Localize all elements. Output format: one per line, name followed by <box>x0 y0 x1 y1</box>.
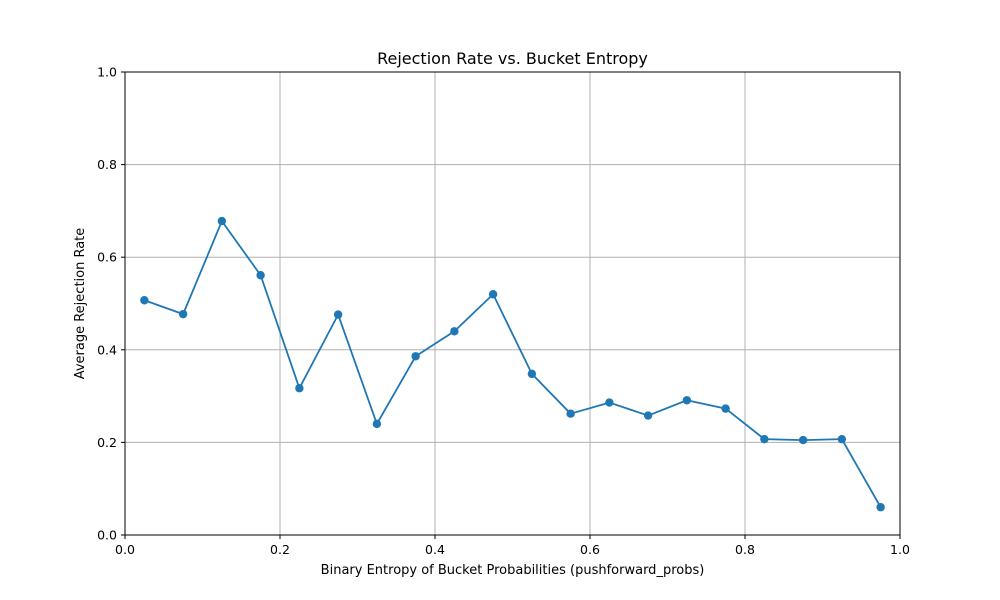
data-point <box>837 434 847 444</box>
data-point <box>256 271 265 280</box>
data-point <box>605 398 614 407</box>
data-point <box>372 419 382 429</box>
data-point <box>217 216 227 226</box>
data-point <box>682 396 692 405</box>
data-point <box>140 296 149 305</box>
data-point <box>450 327 459 336</box>
series-layer <box>140 216 885 512</box>
x-tick-label: 1.0 <box>890 542 910 557</box>
data-point <box>760 434 769 444</box>
data-point <box>488 290 498 299</box>
y-axis-label: Average Rejection Rate <box>73 228 88 380</box>
x-tick-label: 0.0 <box>115 542 135 557</box>
x-tick-label: 0.2 <box>270 542 290 557</box>
data-point <box>178 309 188 319</box>
x-axis-label: Binary Entropy of Bucket Probabilities (… <box>321 563 705 578</box>
data-point <box>411 352 420 361</box>
ticks: 0.0 0.2 0.4 0.6 0.8 1.0 0.0 0.2 0.4 0.6 0.8 1.0 <box>97 65 910 558</box>
y-tick-label: 0.8 <box>97 157 117 172</box>
y-tick-label: 0.0 <box>97 528 117 543</box>
data-point <box>295 384 304 393</box>
data-point <box>876 503 885 512</box>
y-tick-label: 0.2 <box>97 435 117 450</box>
y-tick-label: 0.4 <box>97 342 117 357</box>
data-point <box>333 310 343 319</box>
x-tick-label: 0.8 <box>735 542 755 557</box>
data-point <box>527 369 537 379</box>
chart-title: Rejection Rate vs. Bucket Entropy <box>377 49 648 68</box>
data-point <box>566 409 575 418</box>
data-point <box>643 411 653 420</box>
x-tick-label: 0.4 <box>425 542 445 557</box>
y-tick-label: 1.0 <box>97 65 117 80</box>
y-tick-label: 0.6 <box>97 250 117 265</box>
data-point <box>798 435 808 445</box>
x-tick-label: 0.6 <box>580 542 600 557</box>
series-line <box>144 220 882 508</box>
plot-frame <box>124 71 901 536</box>
data-point <box>721 404 730 413</box>
